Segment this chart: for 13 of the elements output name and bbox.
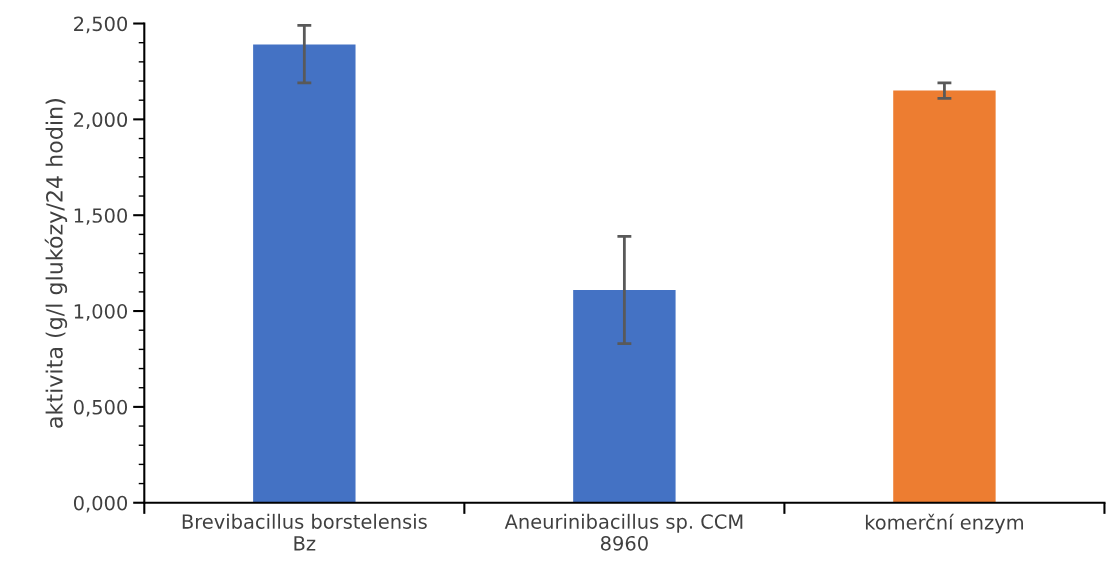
y-axis-title: aktivita (g/l glukózy/24 hodin) (44, 99, 68, 428)
bar (253, 44, 356, 503)
y-tick-label: 1,500 (74, 208, 128, 225)
y-tick-label: 0,500 (73, 399, 128, 417)
y-tick-label: 2,500 (74, 16, 128, 34)
x-tick-label: Brevibacillus borstelensis Bz (182, 513, 427, 551)
x-tick-label: komerční enzym (865, 513, 1023, 534)
bar (573, 289, 676, 503)
y-tick-label: 0,000 (73, 495, 128, 513)
bar (893, 90, 996, 503)
y-tick-label: 1,000 (74, 304, 128, 321)
y-tick-label: 2,000 (74, 112, 128, 130)
x-tick-label: Aneurinibacillus sp. CCM 8960 (504, 513, 743, 551)
